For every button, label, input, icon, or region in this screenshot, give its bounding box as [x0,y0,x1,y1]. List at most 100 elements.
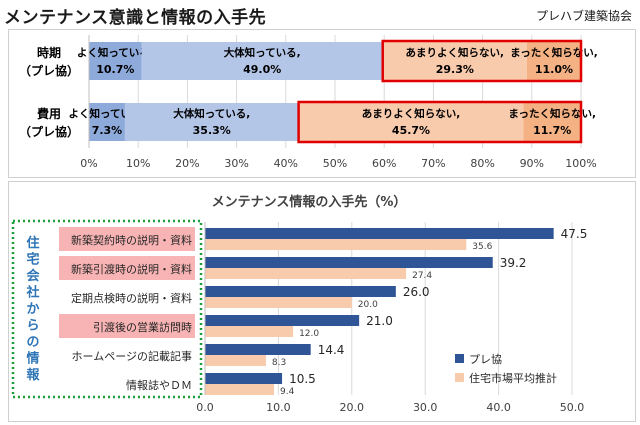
segment-category-label: あまりよく知らない, [362,107,461,120]
group-label-char: 住 [26,235,39,251]
bar-prekyo [205,257,493,268]
data-label-prekyo: 39.2 [500,256,527,270]
x-tick-label: 90% [520,157,544,170]
segment-value-label: 29.3% [436,63,474,76]
x-tick-label: 100% [565,157,596,170]
data-label-prekyo: 47.5 [561,227,588,241]
category-label: ホームページの記載記事 [72,349,192,363]
segment-category-label: よく知っている, [77,46,154,59]
segment-value-label: 10.7% [96,63,134,76]
data-label-prekyo: 14.4 [318,343,345,357]
legend-swatch-prekyo [455,354,464,363]
bar-market-average [205,326,294,337]
category-highlight [59,256,195,280]
x-tick-label: 0% [80,157,97,170]
bar-market-average [205,297,352,308]
legend-swatch-market-average [455,373,464,382]
row-label-1: 費用 [37,106,61,121]
category-label: 定期点検時の説明・資料 [71,291,192,305]
data-label-prekyo: 21.0 [366,314,393,328]
segment-category-label: まったく知らない, [508,107,596,120]
data-label-market-average: 12.0 [299,329,319,339]
stacked-segment-bar [298,103,524,141]
stacked-segment-bar [526,42,581,80]
x-tick-label: 50% [323,157,347,170]
data-label-market-average: 8.3 [272,358,286,368]
segment-category-label: あまりよく知らない, [406,46,505,59]
category-label: 引渡後の営業訪問時 [93,320,192,334]
highlight-box [297,100,583,144]
legend-label-prekyo: プレ協 [469,353,502,366]
group-bracket [11,219,203,399]
stacked-segment-bar [89,103,125,141]
bar-market-average [205,239,467,250]
segment-value-label: 45.7% [392,124,430,137]
organization-name: プレハブ建築協会 [535,9,632,23]
data-label-market-average: 27.4 [412,271,432,281]
stacked-segment-bar [382,42,527,80]
stacked-segment-bar [141,42,383,80]
row-sublabel-0: （プレ協） [19,63,79,78]
awareness-chart-panel: 0% 10% 20% 30% 40% 50% 60% 70% 80% 90% 100% 時期 （プレ協）… [8,29,636,178]
stacked-segment-bar [124,103,299,141]
x-tick-label: 0.0 [196,401,214,414]
group-label-char: 宅 [26,252,39,268]
segment-category-label: まったく知らない, [510,46,598,59]
x-tick-label: 10% [126,157,150,170]
x-tick-label: 30% [224,157,248,170]
segment-category-label: 大体知っている, [224,46,301,59]
segment-value-label: 7.3% [92,124,123,137]
data-label-prekyo: 10.5 [289,372,316,386]
category-label: 新築引渡時の説明・資料 [71,262,192,276]
chart-title: メンテナンス情報の入手先（%） [212,194,407,210]
group-label-char: ら [26,319,39,334]
x-tick-label: 60% [372,157,396,170]
x-tick-label: 40.0 [486,401,511,414]
stacked-segment-bar [89,42,142,80]
x-tick-label: 30.0 [413,401,438,414]
x-tick-label: 20.0 [340,401,365,414]
stacked-segment-bar [523,103,581,141]
segment-value-label: 11.0% [535,63,573,76]
awareness-stacked-bar-chart: 0% 10% 20% 30% 40% 50% 60% 70% 80% 90% 100% 時期 （プレ協）… [19,35,598,170]
bar-prekyo [205,286,396,297]
group-label-char: 報 [26,367,40,383]
bar-market-average [205,355,266,366]
legend-label-market-average: 住宅市場平均推計 [469,371,557,385]
segment-value-label: 49.0% [243,63,281,76]
group-label-char: 会 [26,268,40,284]
x-tick-label: 40% [274,157,298,170]
segment-value-label: 35.3% [193,124,231,137]
highlight-box [381,39,583,83]
group-label-char: 社 [25,285,39,301]
bar-market-average [205,268,407,279]
group-label-char: か [26,302,39,317]
bar-prekyo [205,344,311,355]
group-label-char: 情 [26,351,39,367]
bar-market-average [205,384,274,395]
row-label-0: 時期 [37,45,61,60]
category-label: 情報誌やＤＭ [126,378,192,392]
category-highlight [59,314,195,338]
bar-prekyo [205,228,554,239]
info-source-chart-panel: メンテナンス情報の入手先（%） 0.0 10.0 20.0 30.0 40.0 50.0 住宅… [8,181,636,422]
data-label-market-average: 20.0 [358,300,378,310]
bar-prekyo [205,315,360,326]
group-label-char: の [26,335,39,350]
data-label-market-average: 35.6 [472,242,492,252]
info-source-bar-chart: メンテナンス情報の入手先（%） 0.0 10.0 20.0 30.0 40.0 50.0 住宅… [11,194,588,414]
x-tick-label: 10.0 [266,401,291,414]
data-label-prekyo: 26.0 [403,285,430,299]
category-label: 新築契約時の説明・資料 [71,233,192,247]
data-label-market-average: 9.4 [280,387,295,397]
x-tick-label: 80% [470,157,494,170]
page-title: メンテナンス意識と情報の入手先 [4,8,267,28]
x-tick-label: 20% [175,157,199,170]
segment-category-label: 大体知っている, [173,107,250,120]
segment-value-label: 11.7% [533,124,571,137]
row-sublabel-1: （プレ協） [19,124,79,139]
bar-prekyo [205,373,283,384]
x-tick-label: 50.0 [560,401,585,414]
x-tick-label: 70% [421,157,445,170]
category-highlight [59,227,195,251]
